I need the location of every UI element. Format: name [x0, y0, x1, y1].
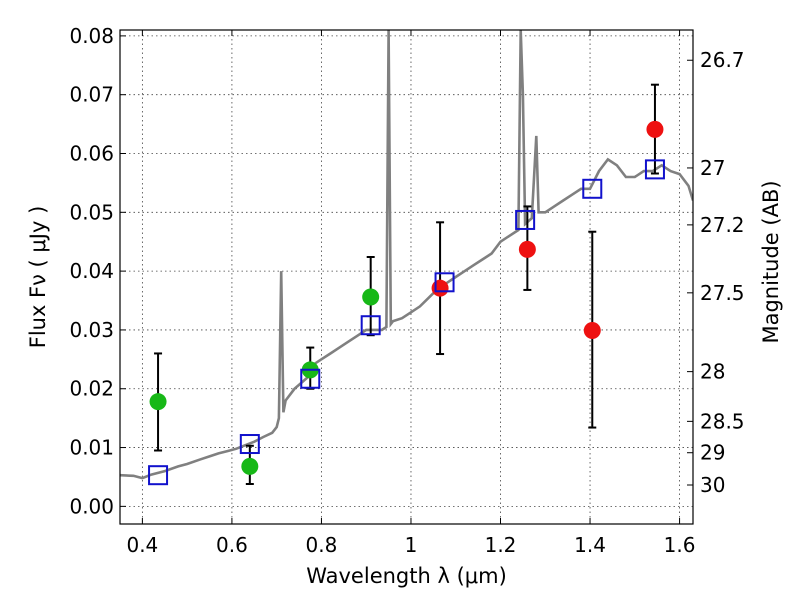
model-box-marker — [360, 315, 381, 336]
y-tick-label: 0.04 — [69, 259, 114, 283]
model-box-marker — [148, 465, 169, 486]
spectrum-layer — [120, 30, 693, 480]
y-tick-label: 0.05 — [69, 200, 114, 224]
marker-layer — [148, 83, 665, 486]
model-box-marker — [515, 209, 536, 230]
right-tick-label: 30 — [700, 473, 725, 497]
right-tick-label: 27.5 — [700, 281, 745, 305]
right-axis-label: Magnitude (AB) — [759, 180, 783, 343]
plot-frame — [119, 29, 694, 525]
y-axis-label: Flux Fν ( μJy ) — [26, 206, 50, 349]
model-box-marker — [300, 368, 321, 389]
red-data-point — [646, 120, 664, 138]
ticks: 0.4 0.6 0.8 1 1.2 1.4 1.6 0.00 0.01 0.02 0.03 0.04 0… — [69, 24, 744, 557]
green-data-point — [362, 288, 380, 306]
y-tick-label: 0.02 — [69, 377, 114, 401]
y-tick-label: 0.00 — [69, 494, 114, 518]
right-tick-label: 26.7 — [700, 48, 745, 72]
red-data-point — [583, 322, 601, 340]
y-tick-label: 0.08 — [69, 24, 114, 48]
right-tick-label: 27.2 — [700, 213, 745, 237]
x-tick-label: 1.2 — [485, 533, 517, 557]
model-spectrum-line — [120, 30, 693, 480]
x-tick-label: 1.4 — [574, 533, 606, 557]
y-tick-label: 0.06 — [69, 142, 114, 166]
x-tick-label: 1 — [405, 533, 418, 557]
green-data-point — [241, 457, 259, 475]
y-tick-label: 0.01 — [69, 436, 114, 460]
model-box-marker — [239, 434, 260, 455]
right-tick-label: 27 — [700, 156, 725, 180]
right-tick-label: 28.5 — [700, 409, 745, 433]
y-tick-label: 0.03 — [69, 318, 114, 342]
right-tick-label: 28 — [700, 360, 725, 384]
grid — [120, 30, 693, 524]
model-box-marker — [582, 178, 603, 199]
model-box-marker — [434, 272, 455, 293]
x-axis-label: Wavelength λ (μm) — [306, 564, 507, 588]
green-data-point — [149, 393, 167, 411]
red-data-point — [518, 240, 536, 258]
x-tick-label: 0.8 — [306, 533, 338, 557]
right-tick-label: 29 — [700, 441, 725, 465]
model-box-marker — [644, 159, 665, 180]
x-tick-label: 0.6 — [216, 533, 248, 557]
x-tick-label: 0.4 — [126, 533, 158, 557]
red-data-point — [431, 279, 449, 297]
y-tick-label: 0.07 — [69, 83, 114, 107]
x-tick-label: 1.6 — [664, 533, 696, 557]
